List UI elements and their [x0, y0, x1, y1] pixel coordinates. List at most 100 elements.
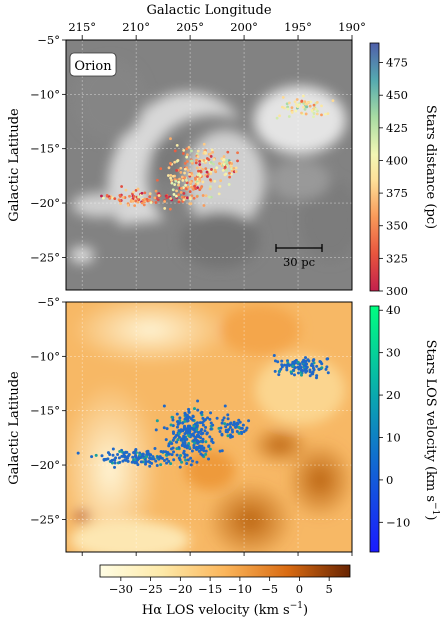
star-point	[201, 180, 205, 184]
star-point	[197, 169, 200, 173]
star-point	[245, 426, 249, 430]
star-point	[283, 363, 287, 367]
star-point	[195, 425, 199, 429]
star-point	[324, 367, 328, 371]
star-point	[133, 458, 137, 462]
star-point	[235, 430, 239, 434]
star-point	[178, 421, 182, 425]
colorbar-tick-label: 0	[386, 473, 393, 487]
star-point	[206, 175, 209, 178]
star-point	[170, 178, 173, 182]
star-point	[159, 449, 163, 453]
star-point	[169, 162, 172, 165]
star-point	[196, 155, 200, 159]
star-point	[196, 149, 200, 153]
star-point	[168, 207, 172, 211]
star-point	[208, 152, 212, 156]
star-point	[178, 465, 182, 469]
star-point	[230, 428, 234, 432]
star-point	[134, 199, 138, 203]
star-point	[185, 153, 189, 157]
star-point	[192, 424, 196, 428]
star-point	[170, 415, 174, 419]
y-tick-label: −25°	[30, 250, 60, 264]
star-point	[308, 104, 312, 108]
star-point	[149, 201, 153, 204]
star-point	[311, 364, 315, 368]
star-point	[302, 105, 305, 109]
star-point	[136, 187, 140, 191]
star-point	[220, 421, 224, 425]
star-point	[181, 152, 185, 155]
star-point	[192, 188, 195, 191]
star-point	[188, 190, 192, 194]
star-point	[320, 362, 324, 366]
star-point	[174, 433, 178, 437]
scale-bar: 30 pc	[275, 244, 323, 269]
star-point	[102, 458, 106, 462]
star-point	[228, 433, 232, 437]
star-point	[199, 429, 203, 433]
star-point	[185, 179, 188, 182]
star-point	[320, 104, 323, 108]
top-x-axis-title: Galactic Longitude	[146, 3, 271, 18]
star-point	[296, 105, 300, 108]
star-point	[218, 184, 222, 188]
star-point	[236, 159, 239, 163]
star-point	[247, 419, 251, 423]
star-point	[207, 444, 211, 448]
star-point	[201, 437, 205, 441]
star-point	[217, 192, 221, 196]
star-point	[219, 426, 223, 430]
star-point	[182, 198, 186, 202]
star-point	[202, 449, 206, 453]
star-point	[166, 174, 170, 177]
star-point	[197, 433, 201, 437]
star-point	[113, 197, 117, 201]
star-point	[178, 416, 182, 420]
star-point	[201, 423, 205, 427]
star-point	[173, 160, 177, 164]
star-point	[230, 169, 234, 173]
star-point	[177, 183, 180, 187]
star-point	[148, 460, 152, 464]
star-point	[155, 419, 159, 423]
star-point	[94, 453, 98, 457]
colorbar-tick-label: 10	[386, 430, 401, 444]
star-point	[324, 112, 327, 116]
star-point	[304, 367, 308, 371]
star-point	[169, 462, 173, 466]
star-point	[318, 359, 322, 363]
star-point	[222, 416, 226, 420]
star-point	[296, 365, 300, 369]
star-point	[105, 193, 109, 197]
star-point	[221, 169, 225, 172]
star-point	[140, 201, 144, 205]
halpha-tick-label: −25	[138, 582, 162, 596]
star-point	[326, 371, 330, 375]
star-point	[308, 368, 312, 372]
star-point	[241, 423, 245, 427]
star-point	[179, 191, 183, 194]
star-point	[280, 105, 284, 109]
star-point	[169, 423, 173, 427]
star-point	[230, 167, 234, 170]
colorbar-tick-label: 450	[386, 88, 408, 102]
star-point	[202, 142, 206, 146]
star-point	[165, 427, 169, 431]
star-point	[111, 447, 115, 451]
star-point	[118, 460, 122, 464]
star-point	[280, 359, 284, 363]
star-point	[180, 444, 184, 448]
star-point	[203, 150, 207, 154]
star-point	[312, 103, 316, 107]
star-point	[154, 201, 158, 204]
colorbar-tick-label: 400	[386, 153, 408, 167]
star-point	[132, 190, 135, 194]
star-point	[273, 359, 277, 363]
star-point	[184, 427, 188, 431]
star-point	[293, 360, 297, 364]
star-point	[326, 112, 330, 116]
star-point	[175, 189, 178, 193]
